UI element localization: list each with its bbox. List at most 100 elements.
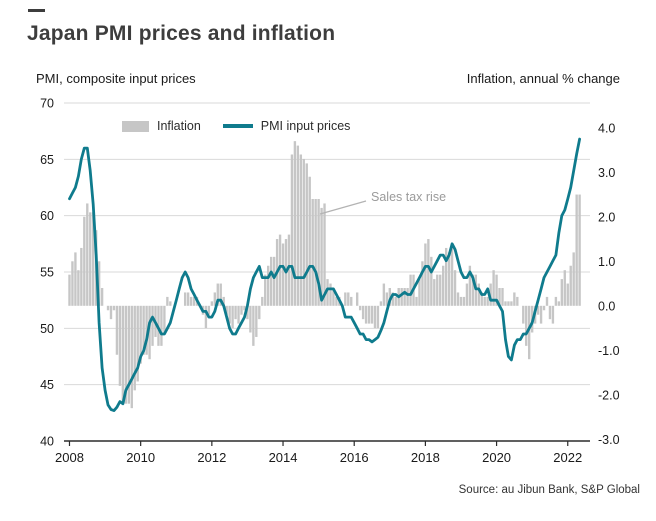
x-axis-tick-label: 2020 xyxy=(482,450,511,465)
inflation-bar xyxy=(106,305,110,311)
inflation-bar xyxy=(258,305,261,320)
inflation-bar xyxy=(462,296,466,306)
inflation-bar xyxy=(317,199,320,306)
left-axis-tick-label: 55 xyxy=(40,266,54,280)
inflation-bar xyxy=(569,265,572,306)
x-axis-tick-label: 2010 xyxy=(126,450,155,465)
inflation-bar xyxy=(483,296,486,306)
inflation-bar xyxy=(243,305,246,311)
inflation-bar xyxy=(370,305,374,324)
inflation-bar xyxy=(225,305,228,315)
inflation-bar xyxy=(364,305,368,324)
source-note: Source: au Jibun Bank, S&P Global xyxy=(458,484,640,496)
inflation-bar xyxy=(335,296,338,306)
inflation-bar xyxy=(207,305,211,315)
inflation-bar xyxy=(477,283,480,306)
inflation-bar xyxy=(358,305,362,311)
inflation-bar xyxy=(575,194,578,306)
inflation-bar xyxy=(439,274,442,306)
inflation-bar xyxy=(130,305,133,409)
inflation-bar xyxy=(548,305,552,320)
inflation-bar xyxy=(421,261,424,306)
inflation-bar xyxy=(388,288,391,306)
inflation-bar xyxy=(572,252,575,306)
inflation-bar xyxy=(314,199,317,306)
left-axis-tick-label: 70 xyxy=(40,97,54,111)
inflation-bar xyxy=(563,270,566,306)
inflation-bar xyxy=(308,176,311,306)
inflation-bar xyxy=(299,154,303,306)
legend-label-pmi: PMI input prices xyxy=(260,119,351,133)
inflation-bar xyxy=(68,274,71,306)
inflation-bar xyxy=(382,283,386,306)
inflation-bar xyxy=(163,305,166,333)
inflation-bar xyxy=(83,216,86,306)
inflation-bar xyxy=(391,292,394,306)
inflation-bar xyxy=(278,234,282,306)
inflation-bar xyxy=(213,292,216,306)
x-axis-tick-label: 2018 xyxy=(411,450,440,465)
legend-label-inflation: Inflation xyxy=(157,119,201,133)
left-axis-tick-label: 45 xyxy=(40,378,54,392)
inflation-bar xyxy=(160,305,163,346)
inflation-bar xyxy=(74,252,77,306)
inflation-bar xyxy=(350,296,353,306)
inflation-bar xyxy=(89,212,92,306)
inflation-bar xyxy=(112,305,116,311)
inflation-bar xyxy=(127,305,130,404)
inflation-bar xyxy=(145,305,148,355)
x-axis-tick-label: 2016 xyxy=(340,450,369,465)
sales-tax-annotation: Sales tax rise xyxy=(371,190,447,204)
inflation-bar xyxy=(216,283,219,306)
inflation-bar xyxy=(329,283,332,306)
inflation-bar xyxy=(447,252,451,306)
inflation-bar xyxy=(347,292,350,306)
inflation-bar xyxy=(344,292,347,306)
inflation-bar xyxy=(296,145,300,306)
left-axis-title: PMI, composite input prices xyxy=(36,71,196,86)
inflation-bar xyxy=(121,305,125,404)
inflation-bar xyxy=(566,283,569,306)
inflation-bar xyxy=(222,296,225,306)
inflation-bar xyxy=(486,296,489,306)
inflation-bar xyxy=(80,247,83,306)
inflation-bar xyxy=(166,296,169,306)
inflation-bar xyxy=(219,283,222,306)
inflation-swatch xyxy=(122,120,149,132)
x-axis-tick-label: 2012 xyxy=(197,450,226,465)
inflation-bar xyxy=(361,305,365,320)
inflation-bar xyxy=(471,274,475,306)
inflation-bar xyxy=(320,207,323,306)
inflation-bar xyxy=(192,296,196,306)
inflation-bar xyxy=(261,296,264,306)
inflation-bar xyxy=(234,305,237,320)
inflation-bar xyxy=(332,288,335,306)
inflation-bar xyxy=(92,212,95,306)
inflation-bar xyxy=(542,305,546,311)
inflation-bar xyxy=(240,305,243,315)
inflation-bar xyxy=(293,141,297,306)
inflation-bar xyxy=(124,305,128,404)
inflation-bar xyxy=(133,305,136,391)
inflation-bar xyxy=(539,305,543,324)
inflation-bar xyxy=(403,288,406,306)
inflation-bar xyxy=(433,279,436,306)
inflation-bar xyxy=(409,274,412,306)
left-axis-tick-label: 65 xyxy=(40,153,54,167)
x-axis-tick-label: 2022 xyxy=(553,450,582,465)
x-axis-tick-label: 2014 xyxy=(269,450,298,465)
inflation-bar xyxy=(269,256,273,306)
inflation-bar xyxy=(456,292,460,306)
inflation-bar xyxy=(204,305,208,329)
right-axis-tick-label: 0.0 xyxy=(598,299,615,313)
inflation-bar xyxy=(373,305,377,329)
inflation-bar xyxy=(311,199,314,306)
inflation-bar xyxy=(228,305,231,324)
inflation-bar xyxy=(504,301,507,306)
inflation-bar xyxy=(418,279,421,306)
inflation-bar xyxy=(255,305,258,337)
inflation-bar xyxy=(267,265,270,306)
inflation-bar xyxy=(142,305,145,355)
